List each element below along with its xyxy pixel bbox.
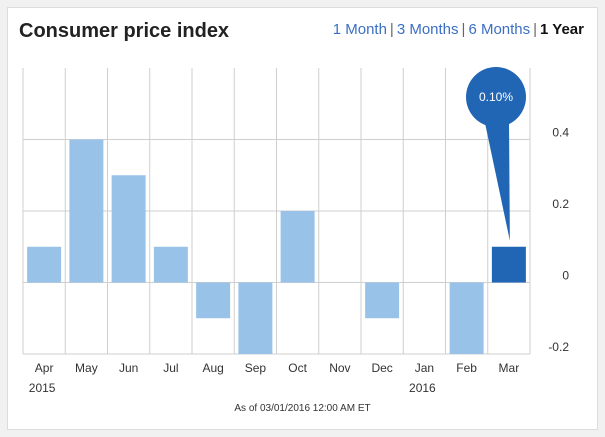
range-3-months[interactable]: 3 Months [396, 21, 459, 38]
chart-title: Consumer price index [19, 20, 230, 42]
bar-jun[interactable] [111, 175, 146, 283]
x-tick-label: Mar [499, 361, 520, 375]
range-1-month[interactable]: 1 Month [332, 21, 387, 38]
bar-feb[interactable] [449, 282, 484, 355]
as-of-timestamp: As of 03/01/2016 12:00 AM ET [234, 403, 371, 414]
callout-label: 0.10% [479, 90, 513, 104]
callout-bubble [466, 67, 526, 127]
x-tick-label: Nov [329, 361, 350, 375]
bar-may[interactable] [69, 139, 104, 283]
y-tick-label: 0.2 [552, 197, 569, 211]
range-6-months[interactable]: 6 Months [468, 21, 531, 38]
x-tick-label: Apr [35, 361, 54, 375]
callout-pointer [485, 121, 510, 241]
range-selector: 1 Month | 3 Months | 6 Months | 1 Year [333, 21, 584, 38]
bar-oct[interactable] [280, 211, 315, 283]
bar-dec[interactable] [365, 282, 400, 319]
x-tick-label: May [75, 361, 98, 375]
x-tick-label: Aug [202, 361, 223, 375]
x-tick-label: Oct [288, 361, 307, 375]
bar-apr[interactable] [27, 246, 62, 283]
y-tick-label: 0.4 [552, 126, 569, 140]
x-tick-label: Jul [163, 361, 178, 375]
range-separator: | [389, 21, 394, 38]
range-1-year[interactable]: 1 Year [540, 21, 584, 38]
bar-sep[interactable] [238, 282, 273, 355]
x-tick-label: Jun [119, 361, 138, 375]
bar-aug[interactable] [196, 282, 231, 319]
range-separator: | [461, 21, 466, 38]
year-label: 2015 [29, 381, 56, 395]
y-tick-label: -0.2 [548, 340, 569, 354]
range-separator: | [533, 21, 538, 38]
bar-mar[interactable] [491, 246, 526, 283]
year-label: 2016 [409, 381, 436, 395]
x-tick-label: Sep [245, 361, 267, 375]
bar-jul[interactable] [153, 246, 188, 283]
x-tick-label: Jan [415, 361, 434, 375]
x-tick-label: Dec [371, 361, 392, 375]
y-tick-label: 0 [562, 269, 569, 283]
x-tick-label: Feb [456, 361, 477, 375]
